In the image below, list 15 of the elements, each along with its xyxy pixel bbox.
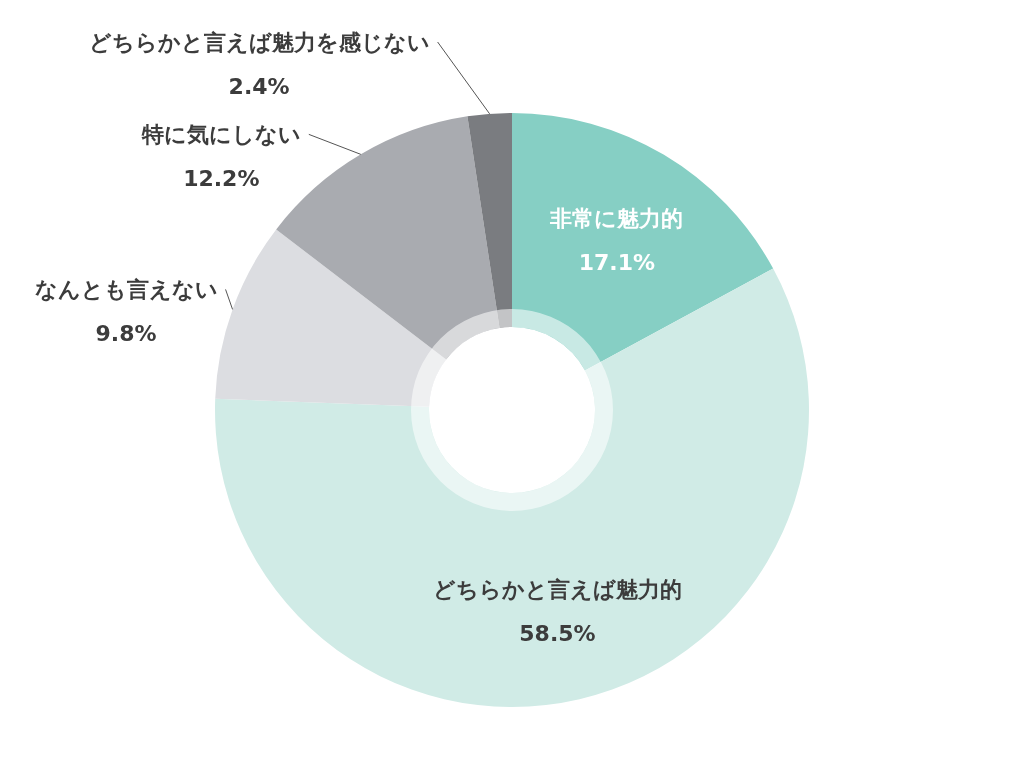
donut-slice [467,113,512,328]
donut-slice [512,113,774,371]
donut-slice [215,268,809,707]
data-label: 12.2% [183,166,260,192]
data-label: 17.1% [578,249,656,275]
data-label: 9.8% [95,321,157,347]
slice-label: なんとも言えない [34,277,218,303]
slice-label: どちらかと言えば魅力的 [432,576,682,602]
data-label: 2.4% [228,74,290,99]
data-label: 58.5% [519,620,596,646]
slice-label: 特に気にしない [140,122,301,148]
donut-slice [276,116,500,360]
donut-slice [215,229,447,407]
slice-label: どちらかと言えば魅力を感じない [88,30,430,55]
slice-label: 非常に魅力的 [549,205,684,231]
